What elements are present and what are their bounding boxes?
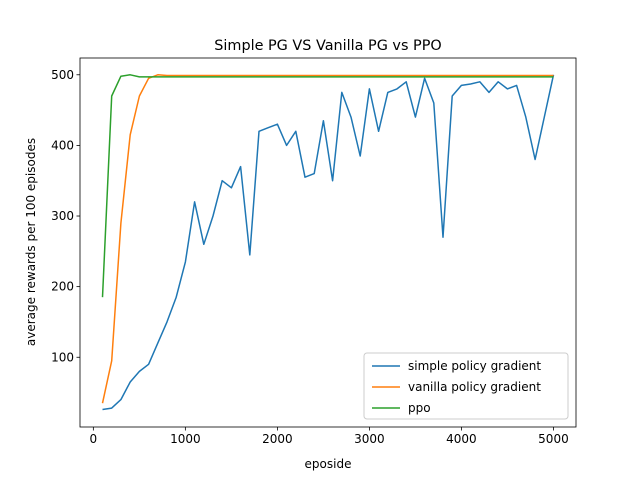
- y-tick-label: 200: [51, 280, 74, 294]
- y-tick-label: 500: [51, 68, 74, 82]
- x-tick-label: 0: [90, 432, 98, 446]
- y-tick-label: 100: [51, 350, 74, 364]
- legend-box: [363, 352, 569, 420]
- x-tick-label: 4000: [446, 432, 477, 446]
- line-series: [101, 74, 554, 298]
- y-axis-label: average rewards per 100 episodes: [24, 138, 38, 346]
- chart-title: Simple PG VS Vanilla PG vs PPO: [214, 38, 441, 54]
- x-tick-label: 3000: [354, 432, 385, 446]
- line-series: [101, 74, 554, 404]
- legend-label: ppo: [408, 401, 431, 415]
- plot-frame: [79, 57, 577, 428]
- x-tick-label: 1000: [170, 432, 201, 446]
- x-axis-label: eposide: [305, 457, 352, 471]
- x-tick-label: 2000: [262, 432, 293, 446]
- y-tick-label: 400: [51, 138, 74, 152]
- line-series: [102, 74, 555, 411]
- y-tick-label: 300: [51, 209, 74, 223]
- legend-label: simple policy gradient: [408, 359, 541, 373]
- x-tick-label: 5000: [538, 432, 569, 446]
- legend-label: vanilla policy gradient: [408, 380, 541, 394]
